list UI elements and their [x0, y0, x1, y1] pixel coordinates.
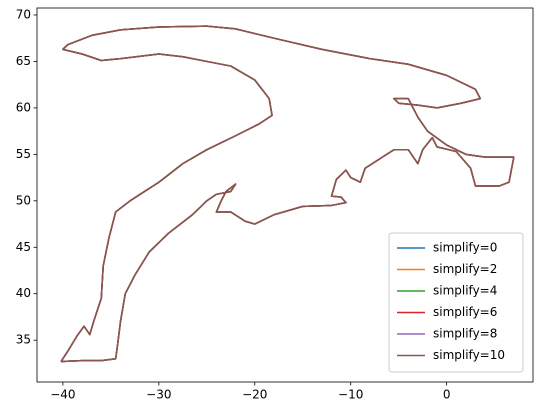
y-tick-label: 70 [16, 7, 31, 21]
y-tick-label: 65 [16, 54, 31, 68]
y-tick-label: 35 [16, 333, 31, 347]
x-tick-label: −20 [242, 388, 267, 402]
x-tick-label: −30 [146, 388, 171, 402]
legend-label: simplify=10 [433, 348, 505, 362]
y-tick-label: 50 [16, 193, 31, 207]
legend-label: simplify=6 [433, 305, 497, 319]
y-tick-label: 55 [16, 147, 31, 161]
legend-label: simplify=4 [433, 284, 497, 298]
y-tick-label: 60 [16, 100, 31, 114]
x-tick-label: −40 [50, 388, 75, 402]
legend-label: simplify=0 [433, 241, 497, 255]
y-tick-label: 45 [16, 240, 31, 254]
x-tick-label: −10 [338, 388, 363, 402]
legend-box [388, 232, 524, 373]
legend-label: simplify=2 [433, 262, 497, 276]
legend-label: simplify=8 [433, 327, 497, 341]
y-tick-label: 40 [16, 286, 31, 300]
x-tick-label: 0 [443, 388, 451, 402]
plot-frame [36, 7, 534, 383]
series-line [60, 25, 515, 363]
